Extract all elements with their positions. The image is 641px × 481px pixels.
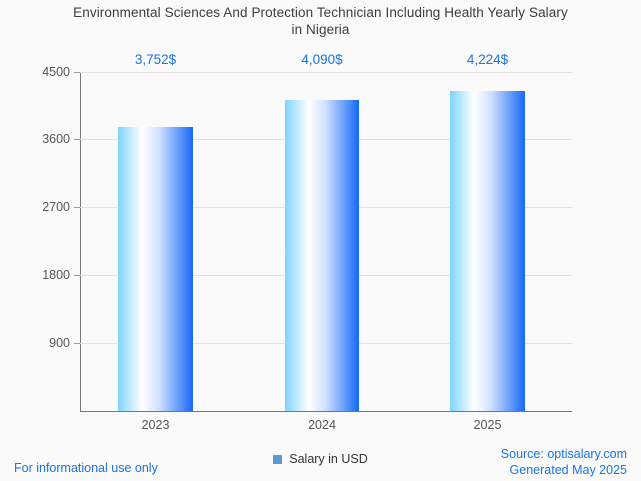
y-tick-mark-900 bbox=[74, 343, 80, 344]
bar-value-2025: 4,224$ bbox=[466, 52, 509, 67]
legend-item-salary-in-usd[interactable]: Salary in USD bbox=[273, 452, 368, 466]
x-tick-label-2025: 2025 bbox=[473, 418, 502, 432]
gridline-4500 bbox=[80, 72, 572, 73]
chart-title-line-1: Environmental Sciences And Protection Te… bbox=[73, 5, 568, 20]
disclaimer-text: For informational use only bbox=[14, 461, 158, 475]
y-tick-mark-4500 bbox=[74, 72, 80, 73]
x-tick-label-2024: 2024 bbox=[308, 418, 336, 432]
x-axis-line bbox=[80, 411, 572, 412]
y-tick-label-1800: 1800 bbox=[42, 268, 70, 282]
source-block: Source: optisalary.com Generated May 202… bbox=[501, 446, 627, 478]
bar-value-2024: 4,090$ bbox=[301, 52, 343, 67]
chart-title-line-2: in Nigeria bbox=[291, 22, 350, 37]
y-tick-label-3600: 3600 bbox=[42, 132, 70, 146]
chart-title: Environmental Sciences And Protection Te… bbox=[0, 4, 641, 38]
generated-text: Generated May 2025 bbox=[509, 463, 627, 477]
legend-label: Salary in USD bbox=[289, 452, 368, 466]
y-tick-label-2700: 2700 bbox=[42, 200, 70, 214]
x-tick-label-2023: 2023 bbox=[141, 418, 170, 432]
y-tick-mark-2700 bbox=[74, 207, 80, 208]
y-tick-mark-3600 bbox=[74, 139, 80, 140]
bar-value-2023: 3,752$ bbox=[134, 52, 177, 67]
bar-2025[interactable] bbox=[450, 91, 525, 411]
chart-legend: Salary in USD bbox=[0, 452, 641, 467]
bar-2024[interactable] bbox=[285, 100, 359, 411]
plot-area bbox=[80, 72, 572, 411]
y-tick-mark-1800 bbox=[74, 275, 80, 276]
y-axis-line bbox=[80, 72, 81, 412]
y-tick-label-900: 900 bbox=[49, 336, 70, 350]
legend-swatch-icon bbox=[273, 454, 283, 464]
y-tick-label-4500: 4500 bbox=[42, 65, 70, 79]
source-text: Source: optisalary.com bbox=[500, 447, 627, 461]
bar-2023[interactable] bbox=[118, 127, 193, 411]
y-axis: 4500 3600 2700 1800 900 bbox=[0, 0, 70, 481]
